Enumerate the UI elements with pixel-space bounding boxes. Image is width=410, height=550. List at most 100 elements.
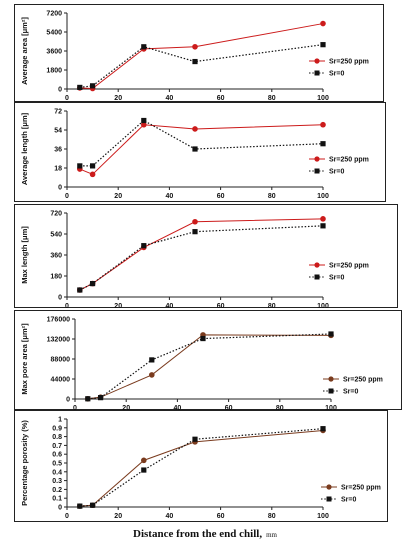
data-point — [192, 146, 198, 152]
y-tick-label: 0.8 — [52, 434, 62, 441]
y-tick-label: 0.9 — [52, 425, 62, 432]
data-point — [90, 83, 96, 89]
series-line — [79, 429, 324, 507]
data-point — [320, 216, 326, 222]
y-tick-label: 0 — [58, 505, 62, 512]
series-line — [79, 218, 324, 291]
chart-percentage-porosity: 0 0.1 0.2 0.3 0.40.5 0.6 0.7 0.8 0.91 0 20 40 60 80 10… — [20, 417, 381, 521]
data-point — [320, 223, 326, 229]
y-tick-label: 132000 — [47, 337, 70, 344]
legend-label: Sr=0 — [343, 389, 358, 396]
legend-label: Sr=0 — [341, 497, 356, 504]
y-tick-label: 360 — [50, 253, 62, 260]
legend-label: Sr=250 ppm — [329, 263, 369, 270]
data-point — [320, 42, 326, 48]
legend-marker — [314, 262, 320, 268]
legend-marker — [314, 156, 320, 162]
x-tick-label: 0 — [65, 303, 69, 309]
data-point — [192, 43, 198, 50]
x-tick-label: 60 — [217, 193, 225, 200]
chart-panel-max-pore-area: 0 44000 88000 132000 176000 0 20 40 60 80 100 Max p… — [14, 310, 402, 412]
x-tick-label: 20 — [114, 303, 122, 309]
y-tick-label: 720 — [50, 211, 62, 218]
x-tick-label: 0 — [65, 95, 69, 102]
data-point — [141, 457, 147, 464]
x-tick-label: 80 — [268, 193, 276, 200]
chart-panel-average-area: 0 1800 3600 5400 7200 0 20 40 60 80 100 Average are… — [14, 4, 384, 102]
y-tick-label: 0.7 — [52, 443, 62, 450]
data-point — [328, 331, 334, 337]
data-point — [90, 163, 96, 169]
legend-marker — [314, 168, 320, 174]
legend-label: Sr=250 ppm — [329, 59, 369, 66]
y-tick-label: 18 — [54, 166, 62, 173]
y-tick-label: 0 — [58, 185, 62, 192]
data-point — [90, 280, 96, 287]
data-point — [192, 229, 198, 235]
x-axis-unit: mm — [266, 531, 277, 539]
data-point — [149, 357, 155, 363]
y-axis-label: Max length [μm] — [20, 226, 29, 284]
data-point — [200, 335, 206, 342]
x-tick-label: 40 — [166, 513, 174, 520]
y-tick-label: 0.3 — [52, 478, 62, 485]
x-tick-label: 0 — [65, 513, 69, 520]
legend-label: Sr=0 — [329, 275, 344, 282]
x-tick-label: 20 — [114, 513, 122, 520]
data-point — [77, 287, 83, 293]
series-line — [79, 23, 324, 89]
y-tick-label: 0.1 — [52, 496, 62, 503]
legend-marker — [314, 58, 320, 64]
data-point — [192, 126, 198, 132]
series-line — [87, 333, 332, 400]
chart-panel-percentage-porosity: 0 0.1 0.2 0.3 0.4 0.5 0.6 0.7 0.8 0.9 1 0 20 40 60 80 10… — [14, 410, 388, 522]
x-tick-label: 80 — [268, 303, 276, 309]
data-point — [77, 163, 83, 169]
x-tick-label: 0 — [73, 405, 77, 411]
y-tick-label: 0 — [66, 397, 70, 404]
x-axis-title-text: Distance from the end chill, — [133, 528, 263, 540]
data-point — [90, 502, 96, 508]
series-line — [79, 225, 324, 291]
series-line — [79, 119, 324, 167]
data-point — [320, 426, 326, 432]
legend-marker — [326, 496, 332, 502]
y-tick-label: 3600 — [46, 49, 62, 56]
legend-marker — [314, 70, 320, 76]
chart-panel-max-length: 0 180 360 540 720 0 20 40 60 80 100 Max length [μm]… — [14, 204, 398, 310]
legend-marker — [328, 376, 334, 382]
data-point — [141, 117, 147, 124]
data-point — [98, 395, 104, 401]
legend-marker — [326, 484, 332, 490]
legend-label: Sr=0 — [329, 169, 344, 176]
legend-marker — [314, 274, 320, 280]
x-tick-label: 100 — [317, 95, 329, 102]
y-axis-label: Max pore area [μm²] — [20, 323, 29, 395]
data-point — [141, 467, 147, 473]
data-point — [320, 141, 326, 147]
chart-max-pore-area: 0 44000 88000 132000 176000 0 20 40 60 80 100 Max p… — [20, 317, 383, 412]
y-tick-label: 88000 — [51, 357, 71, 364]
x-tick-label: 40 — [174, 405, 182, 411]
data-point — [141, 243, 147, 249]
y-tick-label: 0.6 — [52, 452, 62, 459]
data-point — [89, 171, 96, 178]
data-point — [192, 436, 198, 442]
data-point — [320, 20, 326, 27]
chart-max-length: 0 180 360 540 720 0 20 40 60 80 100 Max length [μm]… — [20, 211, 369, 310]
legend-label: Sr=250 ppm — [343, 377, 383, 384]
x-tick-label: 80 — [268, 513, 276, 520]
y-axis-label: Average length [μm] — [20, 112, 29, 185]
x-tick-label: 80 — [268, 95, 276, 102]
data-point — [141, 121, 147, 128]
y-tick-label: 36 — [54, 147, 62, 154]
data-point — [77, 503, 83, 509]
y-tick-label: 0.5 — [52, 461, 62, 468]
legend-label: Sr=0 — [329, 71, 344, 78]
x-tick-label: 60 — [225, 405, 233, 411]
x-tick-label: 60 — [217, 95, 225, 102]
x-tick-label: 100 — [317, 193, 329, 200]
y-tick-label: 1 — [58, 417, 62, 424]
x-tick-label: 100 — [317, 303, 329, 309]
y-tick-label: 0 — [58, 87, 62, 94]
